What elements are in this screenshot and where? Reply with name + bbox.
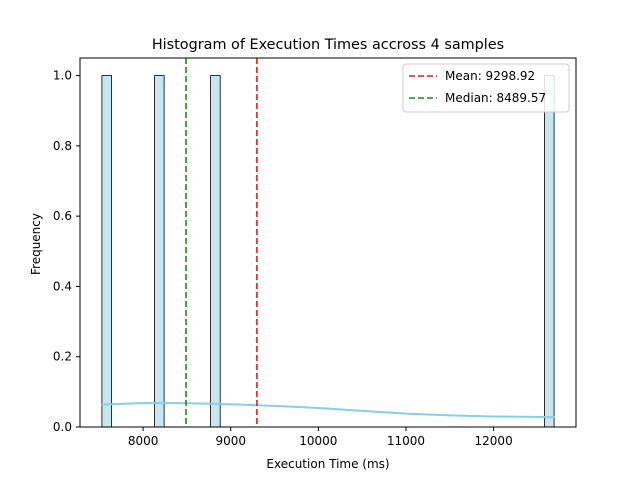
legend-box xyxy=(402,63,570,113)
histogram-bar-3 xyxy=(544,75,555,428)
histogram-bar-0 xyxy=(101,75,112,428)
x-tick-label: 8000 xyxy=(128,434,159,448)
axes-layer: 8000 9000 10000 11000 12000 0.0 0.2 0.4 0.6 0.8 1.… xyxy=(53,57,577,448)
y-tick-label: 0.2 xyxy=(53,350,72,364)
x-tick-label: 12000 xyxy=(475,434,513,448)
x-tick-label: 10000 xyxy=(299,434,337,448)
axes-frame xyxy=(79,57,577,428)
y-tick-label: 0.6 xyxy=(53,209,72,223)
histogram-bar-2 xyxy=(210,75,221,428)
y-axis-label: Frequency xyxy=(29,213,43,275)
x-tick-label: 11000 xyxy=(387,434,425,448)
chart-title: Histogram of Execution Times accross 4 s… xyxy=(152,37,504,53)
kde-curve xyxy=(100,402,556,419)
legend-label-0: Mean: 9298.92 xyxy=(445,69,535,83)
x-axis-label: Execution Time (ms) xyxy=(266,457,389,471)
y-tick-label: 1.0 xyxy=(53,69,72,83)
kde-layer xyxy=(100,402,556,419)
y-tick-label: 0.0 xyxy=(53,420,72,434)
histogram-bar-1 xyxy=(154,75,165,428)
y-tick-label: 0.8 xyxy=(53,139,72,153)
reference-lines-layer xyxy=(185,58,258,427)
legend: Mean: 9298.92 Median: 8489.57 xyxy=(402,63,570,113)
legend-label-1: Median: 8489.57 xyxy=(445,91,546,105)
y-tick-label: 0.4 xyxy=(53,279,72,293)
x-tick-label: 9000 xyxy=(215,434,246,448)
